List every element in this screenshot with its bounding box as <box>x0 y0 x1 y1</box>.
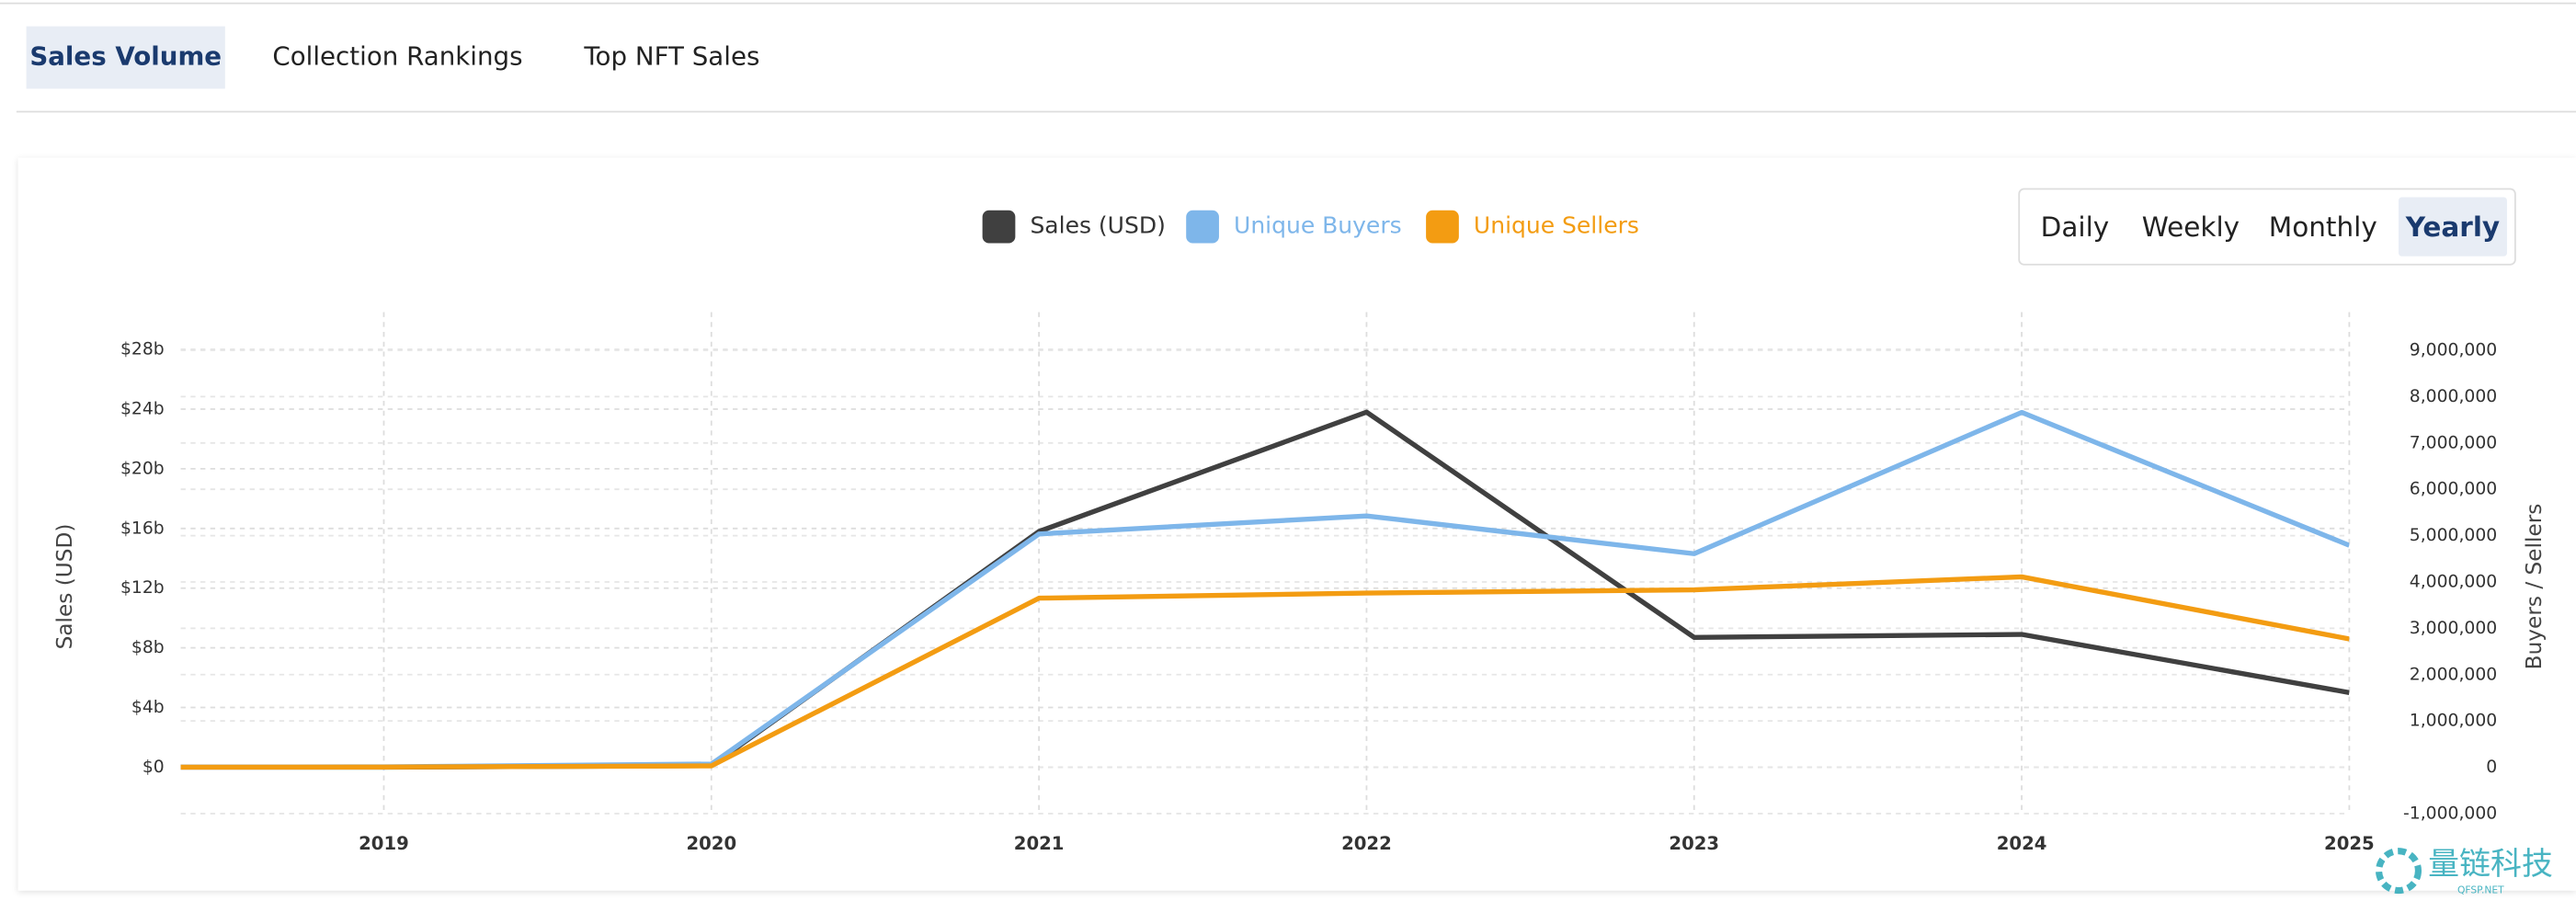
watermark: 量链科技 QFSP.NET <box>2375 846 2553 896</box>
period-button[interactable]: Weekly <box>2142 211 2240 243</box>
period-highlight <box>2399 197 2507 257</box>
legend-swatch <box>982 210 1016 244</box>
period-label: Monthly <box>2269 211 2377 243</box>
y2-tick-label: 3,000,000 <box>2410 619 2497 638</box>
legend: Sales (USD) Unique Buyers Unique Sellers <box>982 210 1639 244</box>
watermark-logo <box>2375 848 2422 895</box>
x-tick-label: 2023 <box>1669 833 1719 854</box>
tab[interactable]: Sales Volume <box>26 26 225 89</box>
y-tick-label: $0 <box>142 758 165 777</box>
period-selector <box>2018 188 2516 266</box>
legend-item[interactable]: Sales (USD) <box>982 210 1166 244</box>
tab[interactable]: Top NFT Sales <box>583 41 759 72</box>
x-tick-label: 2022 <box>1341 833 1392 854</box>
x-tick-label: 2025 <box>2324 833 2375 854</box>
y2-tick-label: 0 <box>2486 758 2497 777</box>
y2-tick-label: 5,000,000 <box>2410 526 2497 545</box>
y2-axis-title: Buyers / Sellers <box>2522 504 2547 670</box>
legend-swatch <box>1186 210 1219 244</box>
period-button[interactable]: Monthly <box>2269 211 2377 243</box>
y2-tick-label: 4,000,000 <box>2410 572 2497 591</box>
legend-item[interactable]: Unique Sellers <box>1426 210 1639 244</box>
y2-tick-label: 2,000,000 <box>2410 665 2497 684</box>
watermark-site: QFSP.NET <box>2457 884 2504 896</box>
period-buttons: Daily Weekly Monthly Yearly <box>2041 197 2507 257</box>
legend-label: Unique Buyers <box>1234 212 1402 239</box>
tab-label: Top NFT Sales <box>583 41 759 72</box>
y-tick-label: $16b <box>120 519 165 538</box>
tab[interactable]: Collection Rankings <box>272 41 522 72</box>
y-tick-label: $8b <box>131 638 165 657</box>
legend-label: Sales (USD) <box>1030 212 1165 239</box>
y-tick-label: $24b <box>120 400 165 419</box>
period-label: Yearly <box>2405 211 2500 243</box>
x-tick-label: 2021 <box>1014 833 1065 854</box>
chart-card <box>17 157 2576 891</box>
y-tick-label: $20b <box>120 459 165 478</box>
series-lines <box>180 409 2350 770</box>
y2-tick-label: -1,000,000 <box>2403 804 2497 823</box>
y-tick-label: $12b <box>120 578 165 598</box>
y2-tick-label: 9,000,000 <box>2410 341 2497 360</box>
period-button[interactable]: Yearly <box>2399 197 2507 257</box>
period-button[interactable]: Daily <box>2041 211 2110 243</box>
y2-tick-label: 7,000,000 <box>2410 433 2497 452</box>
y-tick-label: $4b <box>131 698 165 717</box>
tab-highlight <box>26 26 225 89</box>
period-label: Weekly <box>2142 211 2240 243</box>
y-tick-label: $28b <box>120 340 165 359</box>
y2-tick-label: 8,000,000 <box>2410 387 2497 406</box>
y2-tick-label: 6,000,000 <box>2410 480 2497 499</box>
tab-bar: Sales Volume Collection Rankings Top NFT S… <box>26 26 759 89</box>
series-line <box>180 574 2350 770</box>
y-axis-title: Sales (USD) <box>52 524 77 650</box>
y2-tick-label: 1,000,000 <box>2410 712 2497 731</box>
x-tick-label: 2019 <box>359 833 409 854</box>
legend-item[interactable]: Unique Buyers <box>1186 210 1402 244</box>
period-label: Daily <box>2041 211 2110 243</box>
watermark-name: 量链科技 <box>2428 846 2553 883</box>
tab-label: Collection Rankings <box>272 41 522 72</box>
x-tick-label: 2020 <box>686 833 736 854</box>
legend-swatch <box>1426 210 1459 244</box>
tab-label: Sales Volume <box>29 41 222 72</box>
plot: $0 $4b $8b $12b $16b $20b $24b $28b -1,000,000 0 1… <box>120 312 2497 854</box>
legend-label: Unique Sellers <box>1474 212 1639 239</box>
x-tick-label: 2024 <box>1997 833 2047 854</box>
